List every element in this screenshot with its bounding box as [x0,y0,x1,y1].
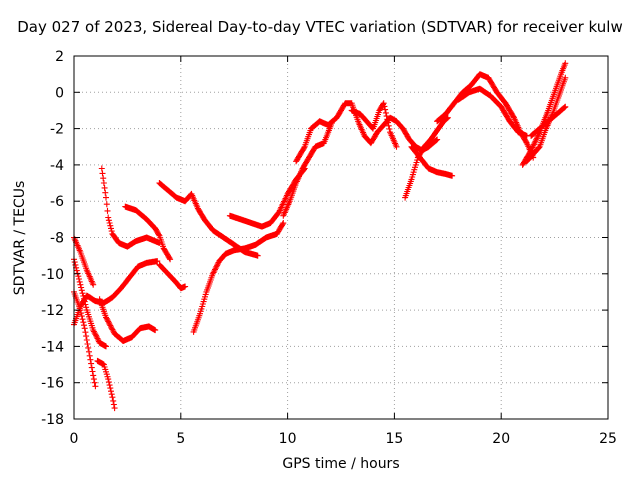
y-axis-label: SDTVAR / TECUs [12,180,28,296]
x-tick-label: 10 [279,431,297,447]
y-tick-label: -2 [50,122,64,138]
chart-title: Day 027 of 2023, Sidereal Day-to-day VTE… [17,18,623,36]
x-tick-label: 5 [176,431,185,447]
y-tick-label: -16 [41,376,64,392]
y-tick-label: -6 [50,194,64,210]
y-tick-label: -18 [41,412,64,428]
y-tick-label: -14 [41,339,64,355]
x-tick-label: 25 [599,431,617,447]
x-tick-label: 15 [385,431,403,447]
y-tick-label: -4 [50,158,64,174]
x-tick-label: 0 [70,431,79,447]
y-tick-label: 0 [55,85,64,101]
data-series-markers [71,60,569,412]
x-axis-label: GPS time / hours [282,456,400,472]
y-tick-label: -8 [50,231,64,247]
y-tick-label: -12 [41,303,64,319]
y-tick-label: -10 [41,267,64,283]
y-tick-label: 2 [55,49,64,65]
x-tick-label: 20 [492,431,510,447]
